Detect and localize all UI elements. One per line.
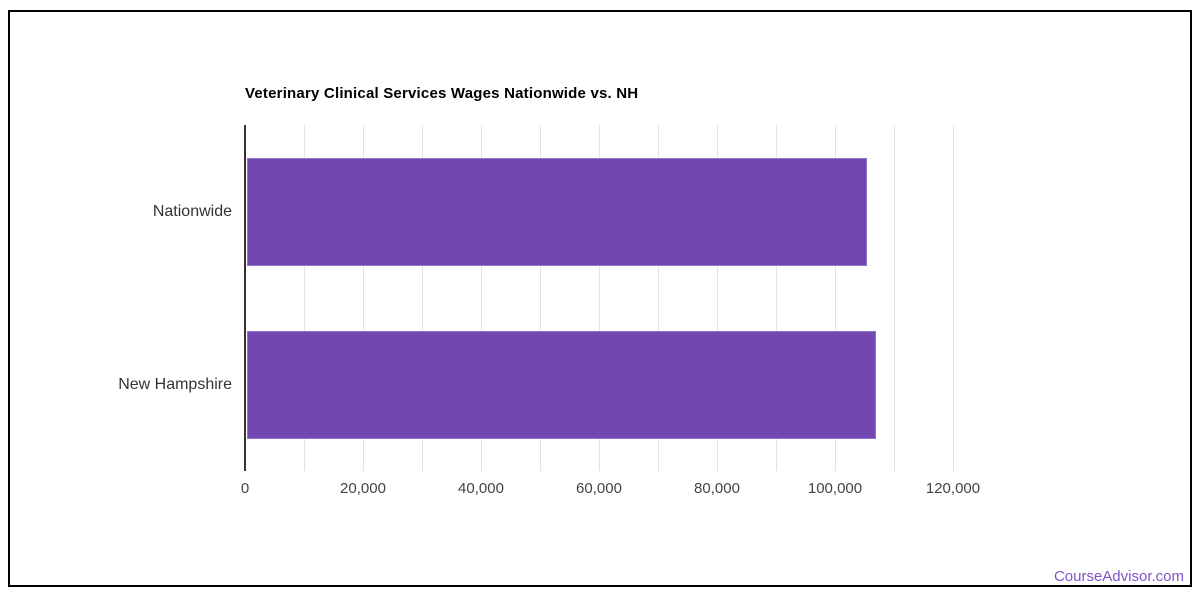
gridline bbox=[422, 125, 423, 471]
axis-baseline bbox=[244, 125, 246, 471]
gridline bbox=[363, 125, 364, 471]
bar-new-hampshire bbox=[247, 330, 876, 439]
gridline bbox=[304, 125, 305, 471]
courseadvisor-link[interactable]: CourseAdvisor.com bbox=[1053, 568, 1184, 585]
x-tick-label: 100,000 bbox=[807, 480, 863, 497]
gridline bbox=[717, 125, 718, 471]
x-tick-label: 120,000 bbox=[925, 480, 981, 497]
category-label-nationwide: Nationwide bbox=[152, 202, 232, 220]
gridline bbox=[894, 125, 895, 471]
gridline bbox=[540, 125, 541, 471]
chart-title: Veterinary Clinical Services Wages Natio… bbox=[245, 85, 639, 102]
x-tick-label: 40,000 bbox=[458, 480, 504, 497]
gridline bbox=[835, 125, 836, 471]
gridline bbox=[481, 125, 482, 471]
category-label-new-hampshire: New Hampshire bbox=[118, 375, 232, 393]
x-tick-label: 80,000 bbox=[694, 480, 740, 497]
gridline bbox=[599, 125, 600, 471]
gridline bbox=[658, 125, 659, 471]
gridline bbox=[953, 125, 954, 471]
bar-nationwide bbox=[247, 157, 867, 266]
x-tick-label: 0 bbox=[240, 480, 250, 497]
x-tick-label: 60,000 bbox=[576, 480, 622, 497]
x-tick-label: 20,000 bbox=[340, 480, 386, 497]
gridline bbox=[776, 125, 777, 471]
